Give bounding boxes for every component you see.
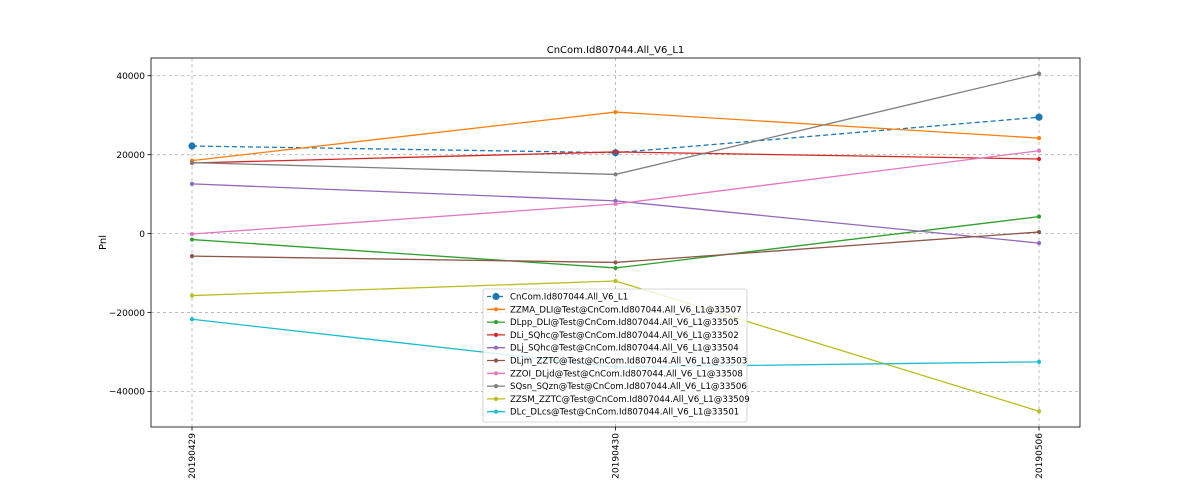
y-tick-label: 0 bbox=[139, 230, 145, 240]
legend-entry-label: ZZOI_DLjd@Test@CnCom.Id807044.All_V6_L1@… bbox=[510, 369, 743, 379]
legend-entry-label: DLjm_ZZTC@Test@CnCom.Id807044.All_V6_L1@… bbox=[510, 357, 747, 367]
series-group bbox=[189, 71, 1042, 177]
axes: −40000 −20000 0 20000 40000 20190429 20190430 2… bbox=[109, 72, 1045, 479]
data-point bbox=[613, 265, 618, 271]
legend: CnCom.Id807044.All_V6_L1 ZZMA_DLI@Test@Cn… bbox=[482, 288, 750, 423]
legend-entry-label: DLj_SQhc@Test@CnCom.Id807044.All_V6_L1@3… bbox=[510, 344, 739, 354]
data-point bbox=[1036, 136, 1042, 141]
data-point bbox=[189, 231, 195, 237]
data-point bbox=[189, 181, 195, 186]
series-line bbox=[191, 116, 1040, 154]
legend-marker bbox=[493, 396, 499, 401]
legend-entry-label: SQsn_SQzn@Test@CnCom.Id807044.All_V6_L1@… bbox=[510, 382, 747, 392]
legend-entry-label: CnCom.Id807044.All_V6_L1 bbox=[510, 293, 628, 303]
legend-marker bbox=[493, 371, 499, 376]
legend-marker bbox=[493, 307, 499, 312]
y-tick-label: 20000 bbox=[116, 151, 145, 161]
legend-entry-label: DLpp_DLI@Test@CnCom.Id807044.All_V6_L1@3… bbox=[510, 318, 739, 328]
data-point bbox=[613, 260, 618, 265]
data-point bbox=[189, 317, 195, 322]
legend-entry-label: ZZMA_DLI@Test@CnCom.Id807044.All_V6_L1@3… bbox=[510, 305, 742, 315]
data-point bbox=[1036, 214, 1042, 219]
series-line bbox=[191, 216, 1040, 269]
data-point bbox=[1036, 229, 1042, 235]
legend-marker bbox=[493, 320, 499, 325]
series-group bbox=[189, 148, 1042, 237]
data-point bbox=[1036, 156, 1042, 162]
data-point bbox=[1035, 113, 1043, 121]
data-point bbox=[1036, 148, 1042, 153]
legend-marker bbox=[493, 358, 499, 363]
data-point bbox=[613, 149, 618, 155]
data-point bbox=[189, 254, 195, 259]
legend-marker bbox=[492, 292, 500, 301]
x-tick-label: 20190430 bbox=[612, 433, 622, 479]
data-point bbox=[613, 198, 618, 203]
legend-marker bbox=[493, 409, 499, 414]
legend-marker bbox=[493, 384, 499, 389]
legend-marker bbox=[493, 332, 499, 337]
legend-entry-label: DLc_DLcs@Test@CnCom.Id807044.All_V6_L1@3… bbox=[510, 408, 739, 418]
y-tick-label: −40000 bbox=[109, 388, 145, 398]
series-group bbox=[189, 214, 1042, 271]
x-tick-label: 20190429 bbox=[188, 433, 198, 479]
data-point bbox=[189, 293, 195, 298]
x-tick-label: 20190506 bbox=[1035, 433, 1045, 479]
y-tick-label: 40000 bbox=[116, 72, 145, 82]
data-point bbox=[613, 278, 618, 284]
chart-title: CnCom.Id807044.All_V6_L1 bbox=[547, 45, 685, 56]
legend-marker bbox=[493, 345, 499, 350]
data-point bbox=[613, 109, 618, 115]
y-axis-label: Pnl bbox=[98, 235, 109, 250]
y-tick-label: −20000 bbox=[109, 309, 145, 319]
data-point bbox=[188, 142, 196, 150]
data-point bbox=[613, 172, 618, 177]
legend-box bbox=[482, 288, 748, 423]
data-point bbox=[1036, 409, 1042, 414]
data-point bbox=[189, 237, 195, 242]
data-point bbox=[613, 201, 618, 207]
data-point bbox=[1036, 240, 1042, 246]
legend-entry-label: ZZSM_ZZTC@Test@CnCom.Id807044.All_V6_L1@… bbox=[510, 395, 750, 405]
series-group bbox=[189, 278, 1042, 414]
data-point bbox=[189, 160, 195, 165]
series-group bbox=[189, 181, 1042, 246]
data-point bbox=[1036, 359, 1042, 364]
series-group bbox=[189, 229, 1042, 265]
legend-entry-label: DLi_SQhc@Test@CnCom.Id807044.All_V6_L1@3… bbox=[510, 331, 739, 341]
series-lines bbox=[188, 71, 1043, 414]
data-point bbox=[1036, 71, 1042, 76]
